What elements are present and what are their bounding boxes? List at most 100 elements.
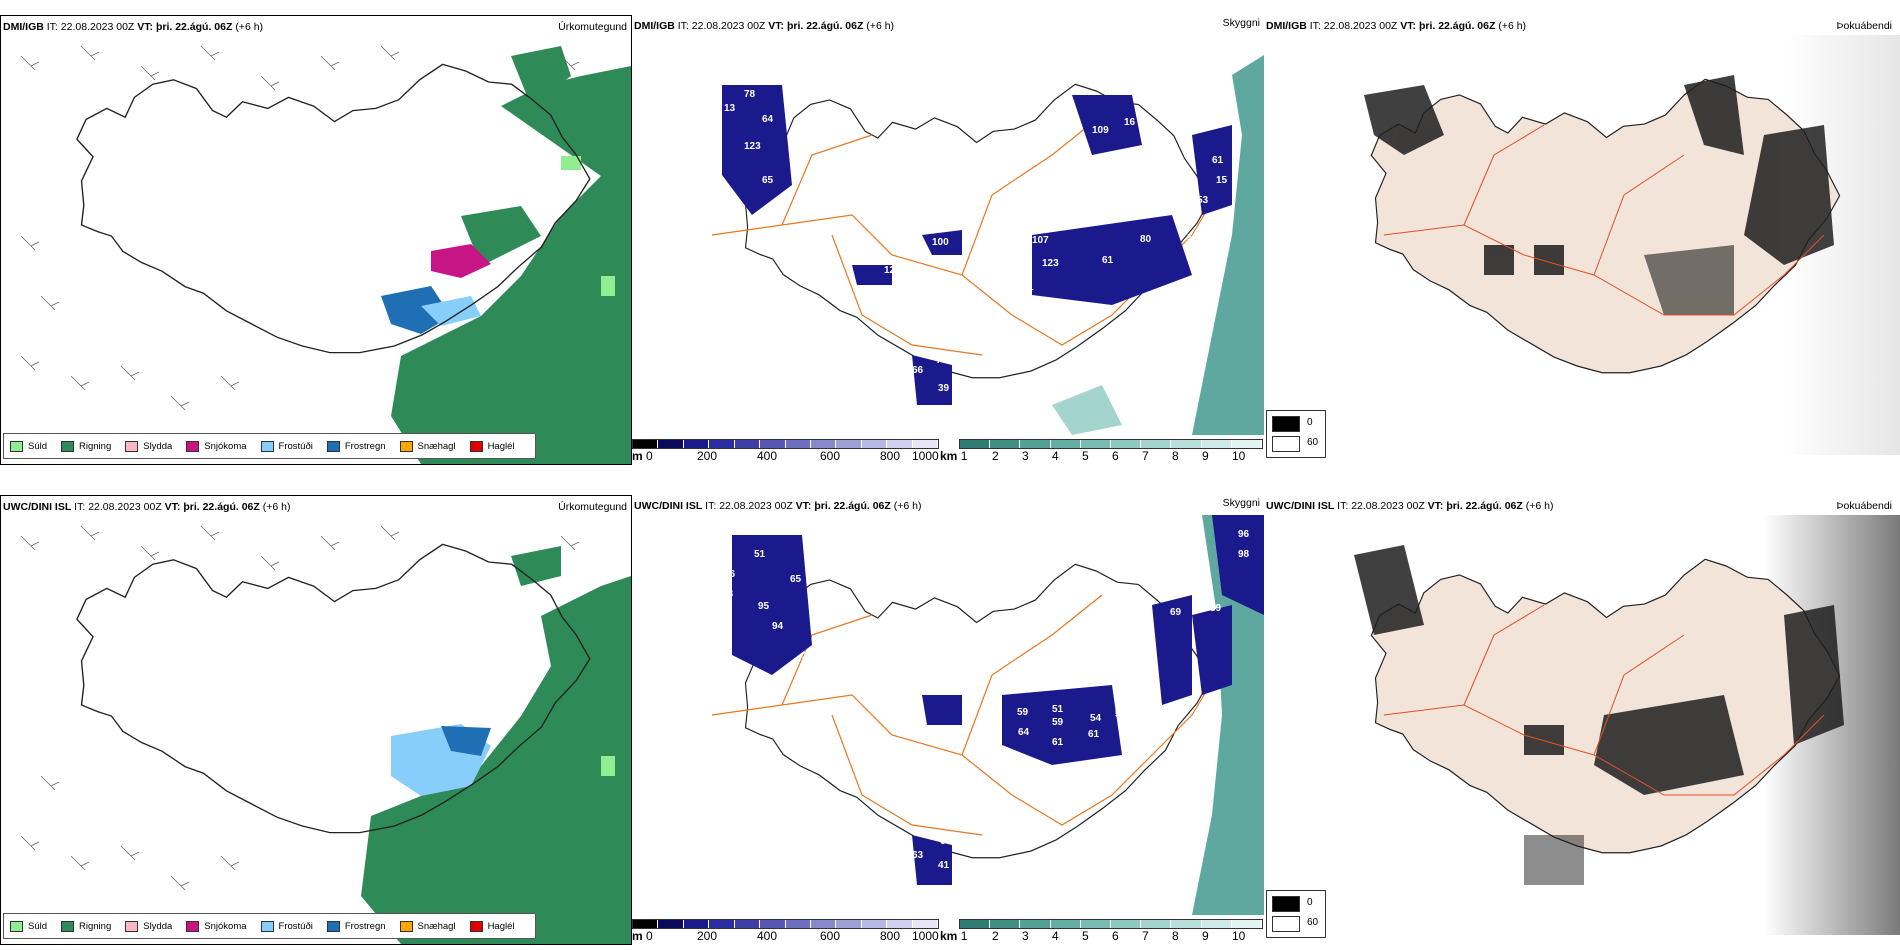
svg-text:41: 41 xyxy=(938,860,950,871)
legend-item: Slydda xyxy=(125,920,172,932)
svg-text:94: 94 xyxy=(772,621,784,632)
legend-item: Frostúði xyxy=(260,920,313,932)
fog-areas xyxy=(1364,75,1834,315)
panel-title: Þokuábendi xyxy=(1836,500,1892,512)
svg-text:107: 107 xyxy=(1032,680,1049,691)
legend-item: Frostregn xyxy=(326,440,386,452)
svg-text:64: 64 xyxy=(762,114,774,125)
visibility-labels: 87 51 65 96 98 95 94 338 82 114 107 59 5… xyxy=(692,499,1256,871)
visibility-panel-row1: 78 64 13 123 65 109 16 57 61 53 15 100 1… xyxy=(632,15,1264,463)
legend-item: Súld xyxy=(10,920,47,932)
legend-item: Haglél xyxy=(469,920,515,932)
svg-text:69: 69 xyxy=(1170,607,1182,618)
svg-text:61: 61 xyxy=(1052,737,1064,748)
svg-text:114: 114 xyxy=(1002,647,1019,658)
legend-item: Snjókoma xyxy=(186,440,247,452)
low-visibility-areas xyxy=(732,535,1232,885)
svg-text:109: 109 xyxy=(1092,125,1109,136)
visibility-colorbar: m 0 200 400 600 800 1000 km 1 2 3 4 5 6 … xyxy=(632,437,1264,463)
svg-text:59: 59 xyxy=(1017,707,1029,718)
svg-text:53: 53 xyxy=(1197,195,1209,206)
svg-text:61: 61 xyxy=(1102,255,1114,266)
svg-text:107: 107 xyxy=(1032,235,1049,246)
svg-text:65: 65 xyxy=(790,574,802,585)
legend-item: Rigning xyxy=(61,440,111,452)
fog-areas xyxy=(1354,545,1844,885)
svg-text:76: 76 xyxy=(936,355,948,366)
svg-text:88: 88 xyxy=(1244,499,1256,510)
precip-type-panel-row1: DMI/IGB IT: 22.08.2023 00Z VT: þri. 22.á… xyxy=(0,15,632,465)
row2-panel2-header: UWC/DINI ISL IT: 22.08.2023 00Z VT: þri.… xyxy=(634,500,922,512)
svg-text:95: 95 xyxy=(758,601,770,612)
svg-text:52: 52 xyxy=(1115,709,1127,720)
wind-barbs xyxy=(20,45,620,411)
precip-legend: Súld Rigning Slydda Snjókoma Frostúði Fr… xyxy=(3,433,536,459)
km-scale xyxy=(959,919,1263,929)
svg-text:78: 78 xyxy=(744,89,756,100)
panel-title: Úrkomutegund xyxy=(558,21,627,33)
svg-text:87: 87 xyxy=(777,523,789,534)
roads xyxy=(711,594,1223,836)
svg-text:57: 57 xyxy=(1134,159,1146,170)
fog-index-panel-row2: UWC/DINI ISL IT: 22.08.2023 00Z VT: þri.… xyxy=(1264,495,1900,943)
legend-item: Snæhagl xyxy=(399,440,456,452)
panel-title: Úrkomutegund xyxy=(558,501,627,513)
svg-text:51: 51 xyxy=(1052,704,1064,715)
svg-text:96: 96 xyxy=(1238,529,1250,540)
visibility-colorbar: m 0 200 400 600 800 1000 km 1 2 3 4 5 6 … xyxy=(632,917,1264,943)
legend-item: Súld xyxy=(10,440,47,452)
svg-text:98: 98 xyxy=(722,589,734,600)
svg-text:97: 97 xyxy=(1012,263,1024,274)
svg-text:64: 64 xyxy=(1018,727,1030,738)
rain-areas xyxy=(361,546,631,944)
svg-text:98: 98 xyxy=(1238,549,1250,560)
svg-text:71: 71 xyxy=(900,242,912,253)
fog-legend: 0 60 xyxy=(1266,410,1326,458)
svg-text:63: 63 xyxy=(912,850,924,861)
svg-text:39: 39 xyxy=(938,383,950,394)
svg-text:123: 123 xyxy=(744,141,761,152)
row2-panel3-header: UWC/DINI ISL IT: 22.08.2023 00Z VT: þri.… xyxy=(1266,500,1554,512)
svg-text:61: 61 xyxy=(1088,729,1100,740)
row1-panel3-header: DMI/IGB IT: 22.08.2023 00Z VT: þri. 22.á… xyxy=(1266,20,1527,32)
svg-text:84: 84 xyxy=(950,668,962,679)
svg-text:15: 15 xyxy=(1216,175,1228,186)
precip-type-panel-row2: UWC/DINI ISL IT: 22.08.2023 00Z VT: þri.… xyxy=(0,495,632,945)
frostregn-area xyxy=(381,286,481,334)
svg-text:96: 96 xyxy=(724,569,736,580)
legend-item: Frostregn xyxy=(326,920,386,932)
km-scale xyxy=(959,439,1263,449)
svg-text:65: 65 xyxy=(762,175,774,186)
panel-title: Skyggni xyxy=(1222,17,1260,29)
legend-item: Slydda xyxy=(125,440,172,452)
legend-item: Snæhagl xyxy=(399,920,456,932)
precip-legend: Súld Rigning Slydda Snjókoma Frostúði Fr… xyxy=(3,913,536,939)
panel-title: Skyggni xyxy=(1222,497,1260,509)
visibility-labels: 78 64 13 123 65 109 16 57 61 53 15 100 1… xyxy=(724,89,1228,394)
svg-text:61: 61 xyxy=(1212,155,1224,166)
legend-item: Haglél xyxy=(469,440,515,452)
frost-drizzle-area xyxy=(391,724,491,796)
svg-text:54: 54 xyxy=(1090,713,1102,724)
visibility-panel-row2: 87 51 65 96 98 95 94 338 82 114 107 59 5… xyxy=(632,495,1264,943)
legend-item: Frostúði xyxy=(260,440,313,452)
row1-panel2-header: DMI/IGB IT: 22.08.2023 00Z VT: þri. 22.á… xyxy=(634,20,895,32)
panel-title: Þokuábendi xyxy=(1836,20,1892,32)
legend-item: Snjókoma xyxy=(186,920,247,932)
svg-text:51: 51 xyxy=(754,549,766,560)
svg-text:13: 13 xyxy=(724,103,736,114)
row1-panel1-header: DMI/IGB IT: 22.08.2023 00Z VT: þri. 22.á… xyxy=(3,21,264,33)
svg-text:39: 39 xyxy=(1210,603,1222,614)
m-scale xyxy=(632,919,939,929)
m-scale xyxy=(632,439,939,449)
svg-text:59: 59 xyxy=(1187,233,1199,244)
low-visibility-areas xyxy=(722,85,1232,405)
svg-text:60: 60 xyxy=(940,836,952,847)
rain-areas xyxy=(391,46,631,464)
svg-text:82: 82 xyxy=(692,619,704,630)
roads xyxy=(711,114,1223,356)
svg-text:80: 80 xyxy=(1140,234,1152,245)
fog-index-panel-row1: DMI/IGB IT: 22.08.2023 00Z VT: þri. 22.á… xyxy=(1264,15,1900,463)
svg-text:66: 66 xyxy=(912,365,924,376)
svg-text:128: 128 xyxy=(884,265,901,276)
